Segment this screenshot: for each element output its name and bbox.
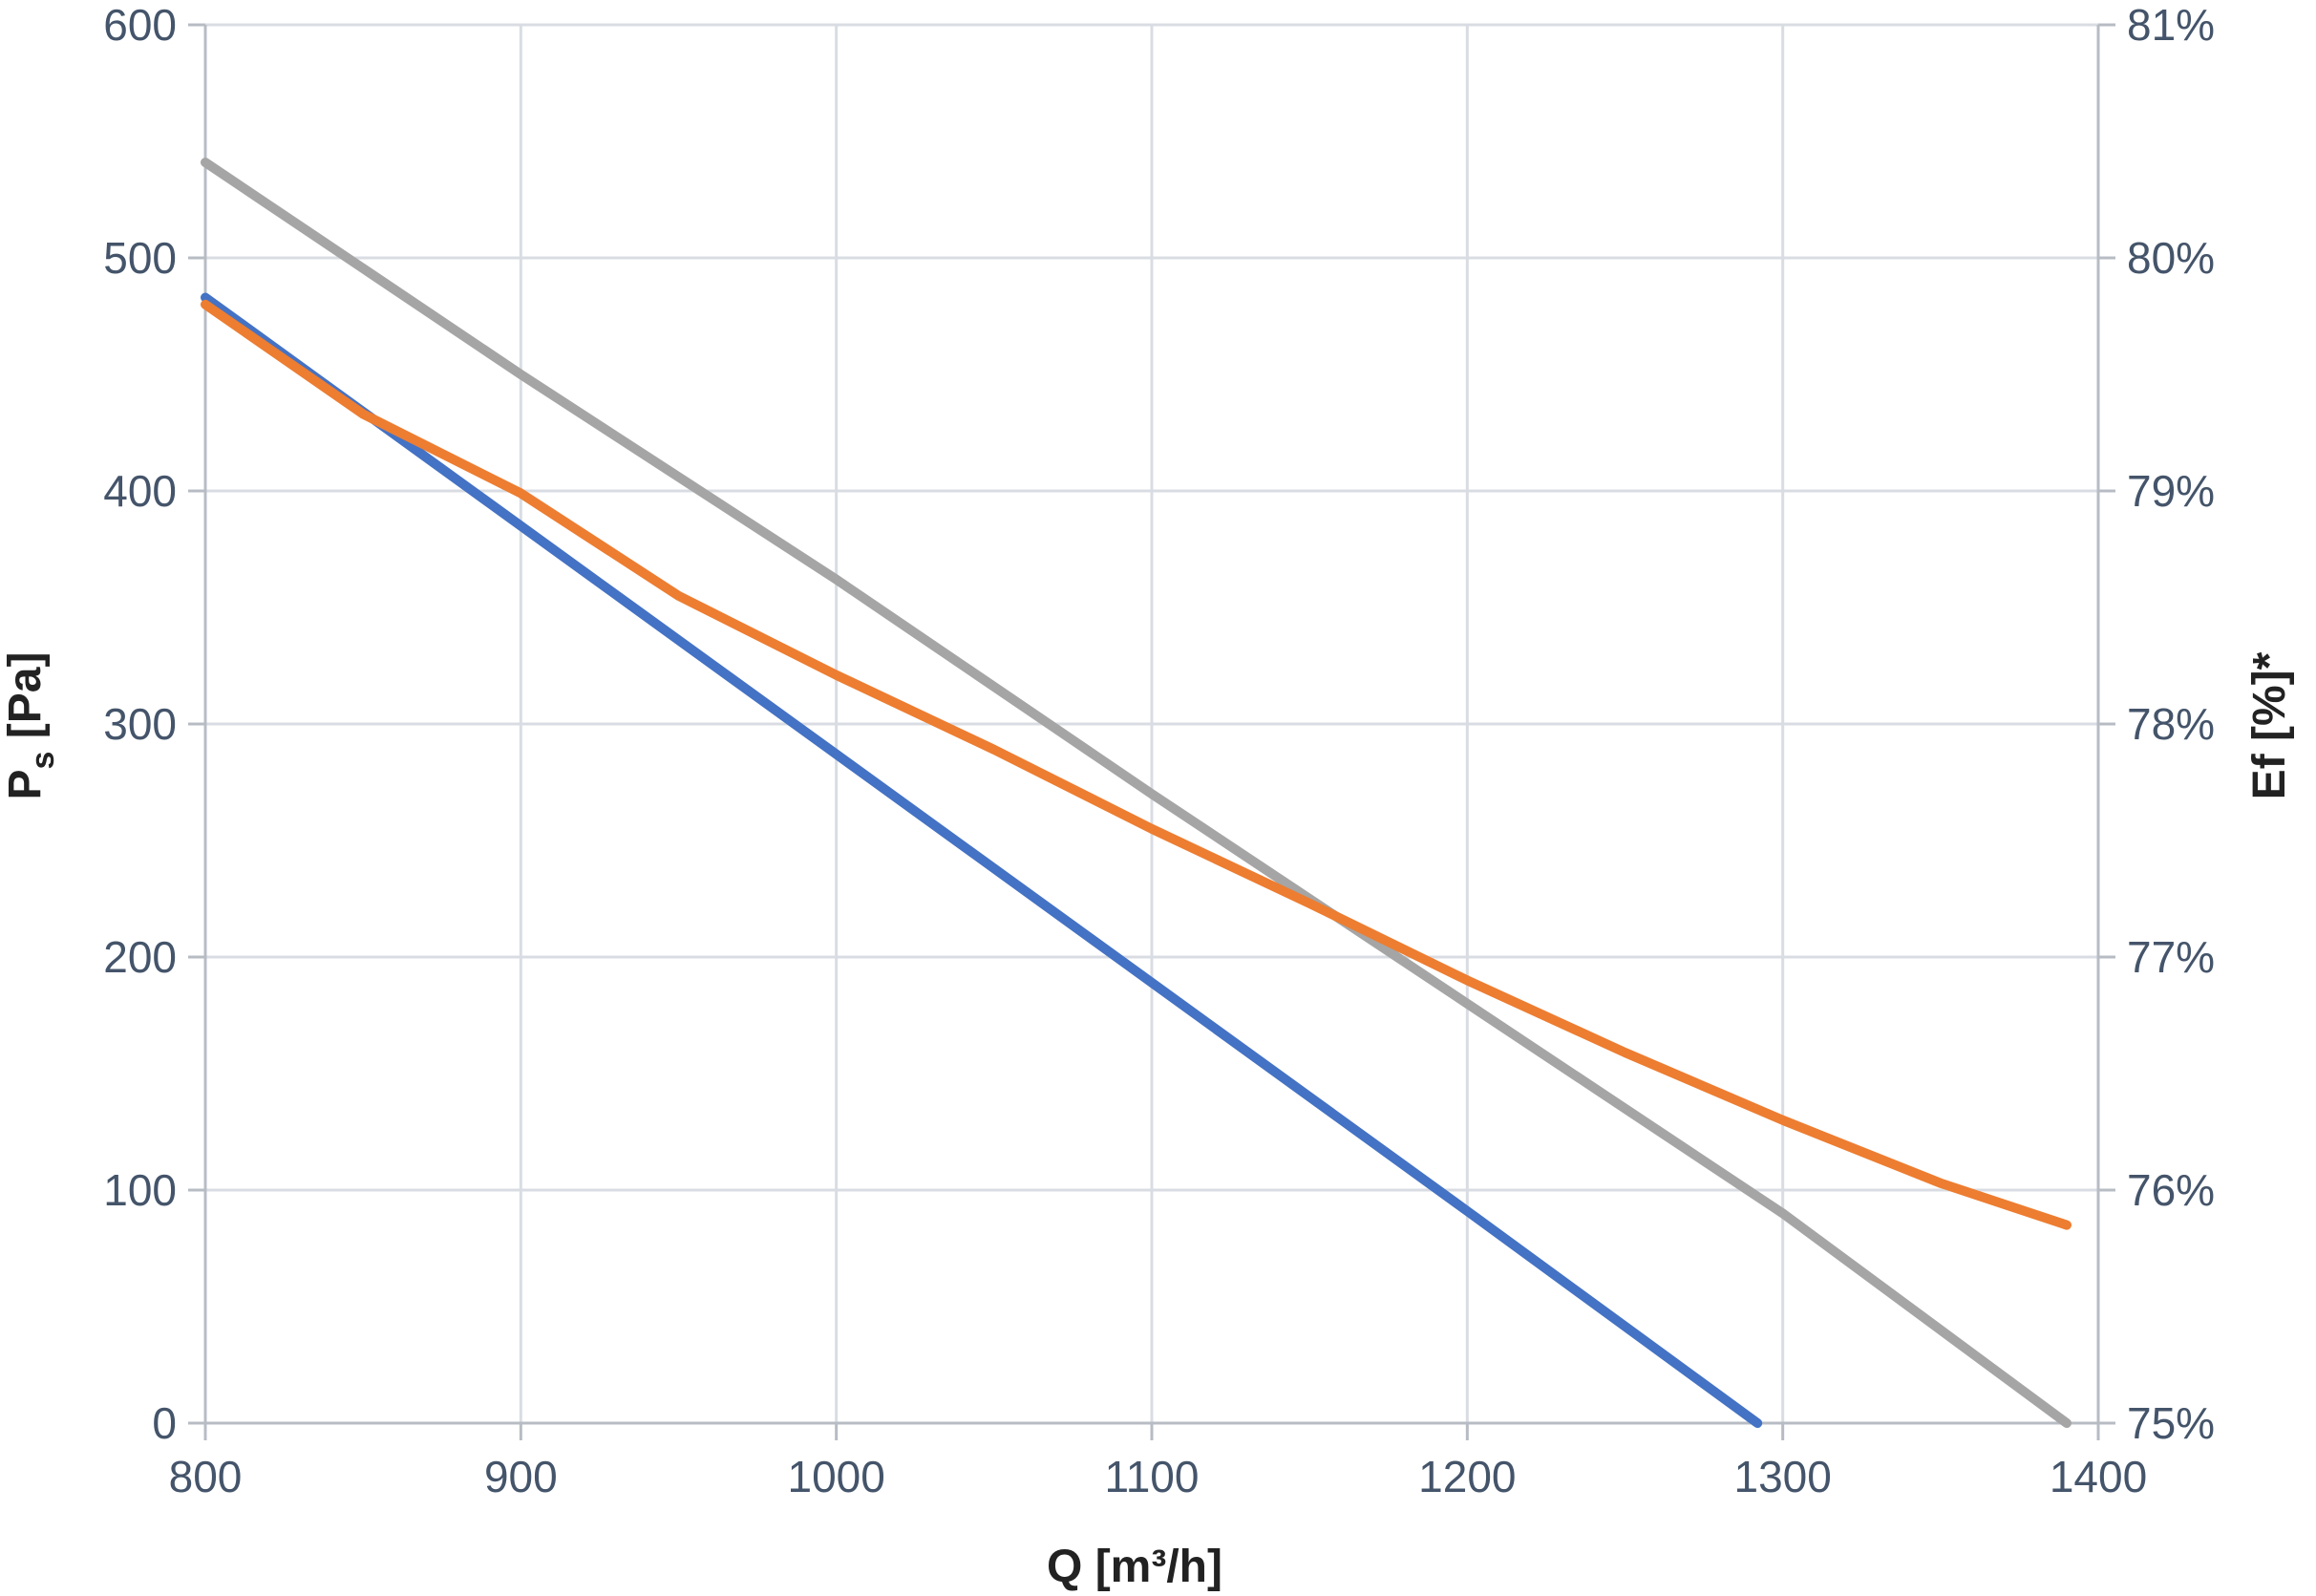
x-tick-label: 1300 bbox=[1733, 1452, 1831, 1501]
y2-tick-label: 80% bbox=[2127, 233, 2215, 283]
x-tick-label: 800 bbox=[169, 1452, 243, 1501]
x-tick-label: 1000 bbox=[787, 1452, 884, 1501]
y2-tick-label: 76% bbox=[2127, 1165, 2215, 1215]
grid-lines bbox=[203, 23, 2100, 1425]
y-axis-title: Ps [Pa] bbox=[0, 652, 61, 800]
series-line-2 bbox=[201, 299, 2072, 1230]
y-axis-title-subscript: s bbox=[25, 752, 61, 770]
y-tick-label: 100 bbox=[103, 1165, 177, 1215]
y-tick-label: 600 bbox=[103, 0, 177, 50]
y2-tick-label: 78% bbox=[2127, 699, 2215, 749]
y-axis-title-unit: [Pa] bbox=[0, 652, 51, 752]
y2-tick-label: 81% bbox=[2127, 0, 2215, 50]
series-line-1 bbox=[201, 292, 1763, 1428]
x-tick-label: 900 bbox=[484, 1452, 558, 1501]
x-axis-title: Q [m³/h] bbox=[1047, 1542, 1222, 1592]
axes bbox=[188, 23, 2115, 1440]
y2-tick-label: 77% bbox=[2127, 932, 2215, 982]
y-tick-label: 200 bbox=[103, 932, 177, 982]
x-tick-label: 1400 bbox=[2050, 1452, 2147, 1501]
y2-tick-label: 75% bbox=[2127, 1398, 2215, 1448]
y-axis-title-main: P bbox=[0, 769, 51, 799]
y-tick-label: 500 bbox=[103, 233, 177, 283]
y-tick-label: 300 bbox=[103, 699, 177, 749]
x-tick-label: 1200 bbox=[1418, 1452, 1516, 1501]
x-tick-label: 1100 bbox=[1105, 1452, 1200, 1501]
tick-labels: 0 75% 100 76% 200 77% 300 78% 400 79% 500 80% 600 81%… bbox=[103, 0, 2215, 1501]
y-tick-label: 400 bbox=[103, 466, 177, 516]
y2-axis-title: Ef [%]* bbox=[2244, 651, 2295, 799]
y-tick-label: 0 bbox=[152, 1398, 177, 1448]
y2-tick-label: 79% bbox=[2127, 466, 2215, 516]
series-line-3 bbox=[201, 158, 2072, 1428]
data-series bbox=[201, 158, 2072, 1428]
